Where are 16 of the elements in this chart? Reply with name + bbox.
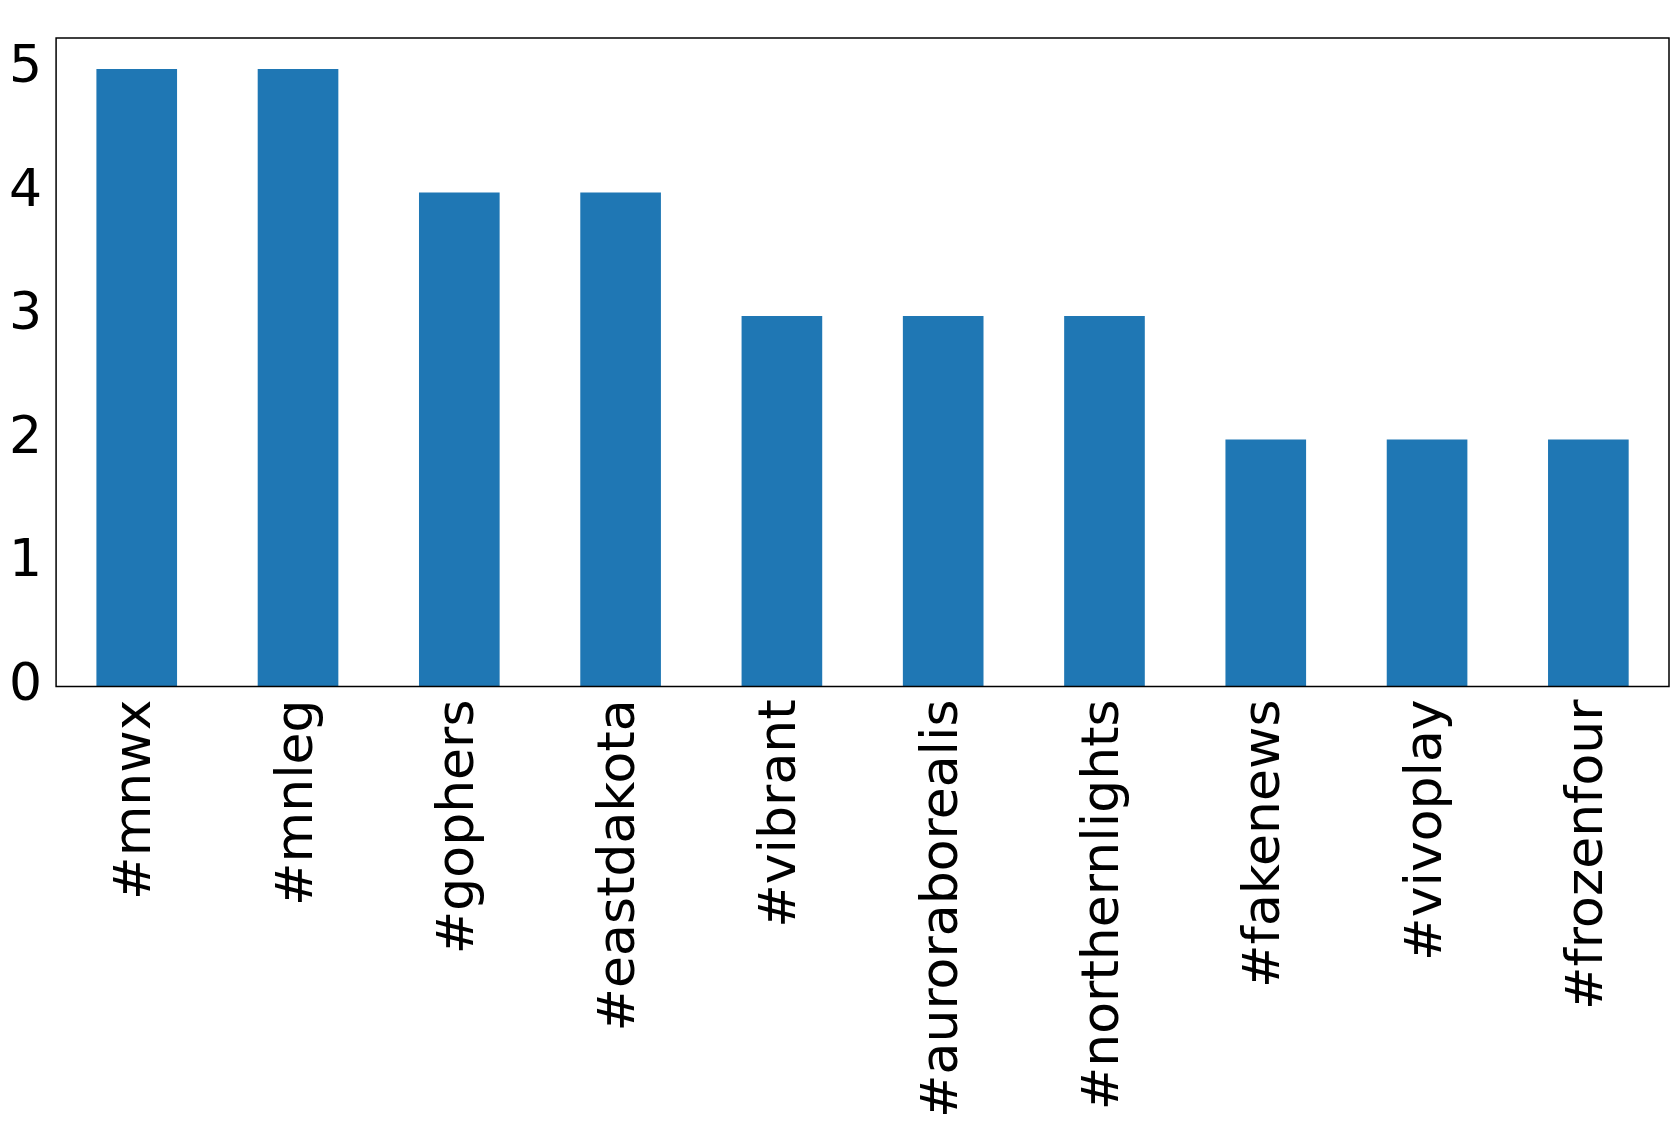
x-tick-label: #vivoplay <box>1392 699 1453 961</box>
x-tick-label: #fakenews <box>1231 699 1292 988</box>
y-tick-label: 0 <box>8 651 43 712</box>
y-tick-label: 5 <box>8 34 43 95</box>
x-tick-label: #eastdakota <box>586 699 647 1032</box>
y-tick-label: 2 <box>8 404 43 465</box>
y-tick-label: 4 <box>8 157 43 218</box>
x-tick-label: #northernlights <box>1069 699 1130 1111</box>
x-tick-label: #gophers <box>424 699 485 955</box>
x-tick-label: #frozenfour <box>1553 698 1614 1011</box>
y-tick-label: 3 <box>8 281 43 342</box>
x-tick-label: #vibrant <box>747 699 808 928</box>
x-tick-label: #mnwx <box>102 699 163 900</box>
y-tick-label: 1 <box>8 528 43 589</box>
x-tick-label: #mnleg <box>263 699 324 907</box>
x-tick-label: #auroraborealis <box>908 699 969 1118</box>
